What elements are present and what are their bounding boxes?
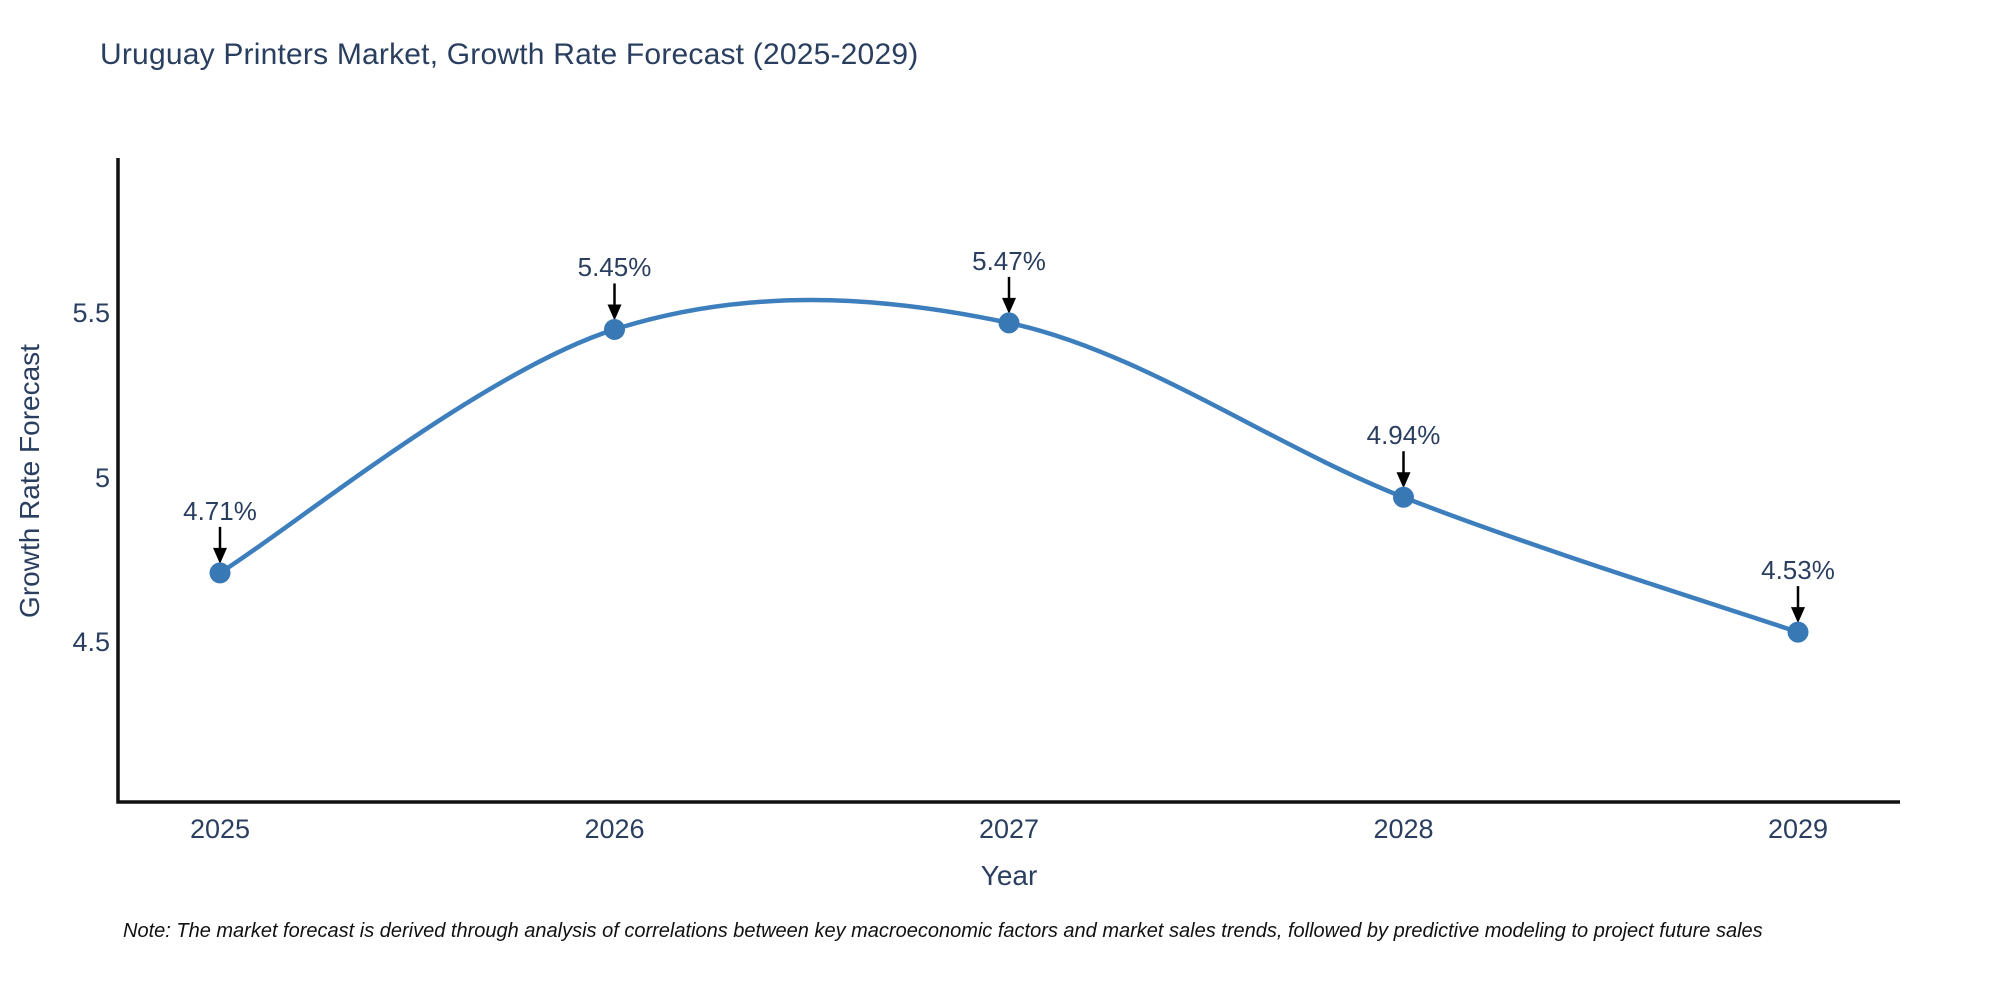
x-tick-label: 2026 [584,814,645,844]
y-tick-label: 5.5 [72,298,110,328]
x-tick-label: 2027 [978,814,1040,844]
x-tick-label: 2029 [1767,814,1829,844]
footnote: Note: The market forecast is derived thr… [123,920,1763,942]
annotation-arrowhead-icon [1002,297,1016,314]
point-annotation: 5.47% [972,245,1046,276]
y-tick-label: 5 [94,462,110,493]
annotation-arrowhead-icon [1791,607,1805,624]
data-point-2025[interactable] [209,562,231,584]
axes-lines [116,158,1900,804]
annotation-arrowhead-icon [1396,472,1411,489]
point-annotation: 4.53% [1761,555,1835,586]
point-annotation: 5.45% [577,252,652,283]
x-axis-title: Year [980,860,1038,891]
y-tick-label: 4.5 [72,627,110,657]
point-annotation: 4.71% [183,495,257,526]
chart-title: Uruguay Printers Market, Growth Rate For… [100,38,919,71]
data-point-2029[interactable] [1787,621,1809,643]
annotation-arrowhead-icon [607,304,622,321]
data-point-2026[interactable] [604,318,625,340]
annotation-arrowhead-icon [213,547,227,564]
forecast-line [217,297,1801,635]
data-point-2027[interactable] [998,312,1020,334]
data-point-2028[interactable] [1393,486,1414,508]
x-tick-label: 2025 [189,814,251,844]
point-annotation: 4.94% [1366,420,1441,451]
x-tick-label: 2028 [1373,814,1434,844]
